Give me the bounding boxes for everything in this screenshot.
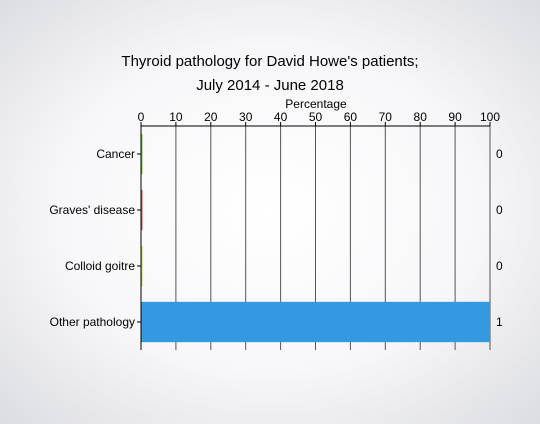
axes — [137, 122, 491, 350]
x-tick-label: 40 — [274, 110, 288, 124]
bar — [141, 301, 490, 343]
bar — [141, 245, 143, 287]
bars — [141, 133, 490, 343]
count-label: 1 — [496, 315, 503, 329]
x-tick-label: 80 — [414, 110, 428, 124]
category-label: Colloid goitre — [65, 259, 135, 273]
count-label: 0 — [496, 203, 503, 217]
x-tick-label: 30 — [239, 110, 253, 124]
x-tick-label: 20 — [204, 110, 218, 124]
x-axis-label: Percentage — [285, 97, 347, 111]
bar — [141, 189, 143, 231]
chart-title-line-1: Thyroid pathology for David Howe's patie… — [121, 53, 418, 70]
category-label: Cancer — [96, 147, 135, 161]
count-label: 0 — [496, 259, 503, 273]
x-tick-label: 100 — [480, 110, 500, 124]
x-tick-label: 60 — [344, 110, 358, 124]
x-tick-label: 10 — [169, 110, 183, 124]
x-tick-label: 70 — [379, 110, 393, 124]
category-label: Other pathology — [50, 315, 135, 329]
chart-title-line-2: July 2014 - June 2018 — [196, 77, 344, 94]
x-tick-label: 50 — [309, 110, 323, 124]
bar — [141, 133, 143, 175]
x-tick-label: 0 — [138, 110, 145, 124]
count-label: 0 — [496, 147, 503, 161]
category-label: Graves' disease — [49, 203, 135, 217]
x-tick-label: 90 — [448, 110, 462, 124]
